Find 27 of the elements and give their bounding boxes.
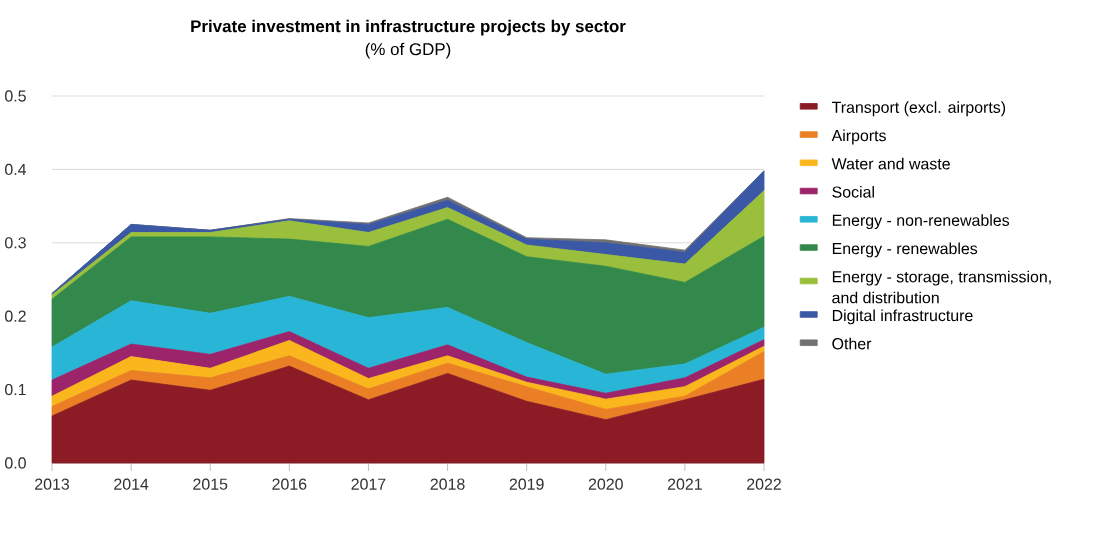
- y-tick-label: 0.4: [5, 163, 27, 176]
- chart-title: Private investment in infrastructure projects by sector: [191, 19, 626, 36]
- y-tick-label: 0.0: [5, 457, 26, 469]
- x-tick-label: 2017: [351, 478, 386, 490]
- chart-subtitle: (% of GDP): [365, 42, 451, 59]
- legend-label: Energy - non-renewables: [832, 214, 1010, 230]
- y-tick-label: 0.5: [5, 90, 26, 102]
- legend-label: Social: [832, 186, 874, 198]
- legend-label: Other: [832, 337, 872, 350]
- x-tick-label: 2022: [747, 478, 781, 490]
- y-tick-label: 0.1: [5, 383, 26, 396]
- x-tick-label: 2018: [430, 478, 465, 490]
- y-tick-label: 0.2: [5, 310, 26, 322]
- y-tick-label: 0.3: [5, 237, 26, 249]
- x-tick-label: 2013: [35, 478, 70, 490]
- legend-label: Energy - renewables: [832, 242, 978, 258]
- legend-label: Airports: [831, 129, 886, 145]
- x-tick-label: 2016: [272, 478, 307, 490]
- x-tick-label: 2019: [509, 478, 544, 490]
- legend-label: Energy - storage, transmission, and distribution: [832, 270, 1051, 304]
- legend-label: Water and waste: [831, 157, 950, 170]
- x-tick-label: 2015: [193, 478, 228, 490]
- legend-label: Digital infrastructure: [832, 309, 973, 325]
- legend-label: Transport (excl. airports): [831, 101, 1006, 117]
- x-tick-label: 2014: [114, 478, 149, 490]
- x-tick-label: 2021: [667, 478, 702, 490]
- x-tick-label: 2020: [588, 478, 623, 490]
